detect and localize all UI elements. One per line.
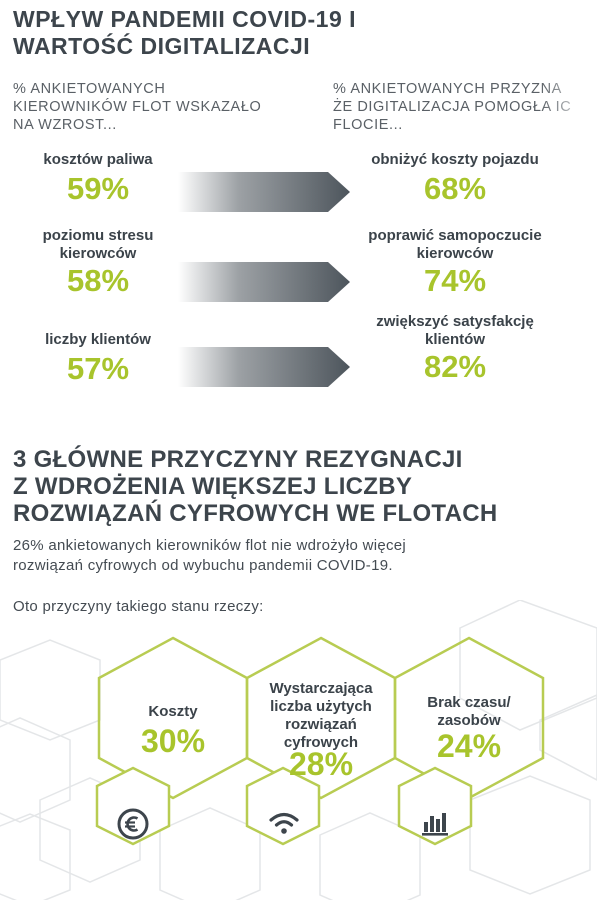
- caption-right-line: FLOCIE...: [333, 116, 571, 134]
- section2-title: 3 GŁÓWNE PRZYCZYNY REZYGNACJI Z WDROŻENI…: [13, 446, 498, 527]
- caption-left: % ANKIETOWANYCH KIEROWNIKÓW FLOT WSKAZAŁ…: [13, 80, 261, 134]
- row1-left-label: kosztów paliwa: [22, 151, 174, 169]
- row2-left-label: poziomu stresu kierowców: [22, 227, 174, 263]
- row3-right-value: 82%: [344, 350, 566, 384]
- reason3-label: Brak czasu/ zasobów: [398, 694, 540, 730]
- reason1-value: 30%: [102, 724, 244, 758]
- row2-left-label-line: poziomu stresu: [22, 227, 174, 245]
- row1-right-label-line: obniżyć koszty pojazdu: [344, 151, 566, 169]
- caption-left-line: % ANKIETOWANYCH: [13, 80, 261, 98]
- bar-chart-icon: [419, 806, 451, 838]
- euro-icon: [115, 806, 151, 842]
- reason2-label-line: Wystarczająca: [250, 680, 392, 698]
- row2-left-label-line: kierowców: [22, 245, 174, 263]
- row3-right-label-line: zwiększyć satysfakcję: [344, 313, 566, 331]
- reason3-value: 24%: [398, 729, 540, 763]
- row2-right-label-line: kierowców: [344, 245, 566, 263]
- caption-right: % ANKIETOWANYCH PRZYZNA ŻE DIGITALIZACJA…: [333, 80, 571, 134]
- section2-title-line3: ROZWIĄZAŃ CYFROWYCH WE FLOTACH: [13, 500, 498, 527]
- row1-left-value: 59%: [22, 172, 174, 206]
- section2-paragraph-line: rozwiązań cyfrowych od wybuchu pandemii …: [13, 556, 406, 576]
- caption-left-line: NA WZROST...: [13, 116, 261, 134]
- row3-right-label: zwiększyć satysfakcję klientów: [344, 313, 566, 349]
- row1-right-label: obniżyć koszty pojazdu: [344, 151, 566, 169]
- row1-left-label-line: kosztów paliwa: [22, 151, 174, 169]
- row2-right-label: poprawić samopoczucie kierowców: [344, 227, 566, 263]
- section1-title: WPŁYW PANDEMII COVID-19 I WARTOŚĆ DIGITA…: [13, 6, 356, 60]
- caption-fade: [540, 78, 597, 138]
- row3-right-label-line: klientów: [344, 331, 566, 349]
- section2-paragraph-line: 26% ankietowanych kierowników flot nie w…: [13, 536, 406, 556]
- section1-title-line2: WARTOŚĆ DIGITALIZACJI: [13, 33, 356, 60]
- section2-title-line2: Z WDROŻENIA WIĘKSZEJ LICZBY: [13, 473, 498, 500]
- section1-title-line1: WPŁYW PANDEMII COVID-19 I: [13, 6, 356, 33]
- reason2-label-line: rozwiązań: [250, 716, 392, 734]
- reason2-label-line: liczba użytych: [250, 698, 392, 716]
- row2-left-value: 58%: [22, 264, 174, 298]
- wifi-icon: [266, 808, 302, 838]
- reason3-label-line: Brak czasu/: [398, 694, 540, 712]
- row3-left-value: 57%: [22, 352, 174, 386]
- reason2-label: Wystarczająca liczba użytych rozwiązań c…: [250, 680, 392, 752]
- section2-paragraph: 26% ankietowanych kierowników flot nie w…: [13, 536, 406, 576]
- arrow-right-icon: [178, 166, 354, 218]
- row2-right-label-line: poprawić samopoczucie: [344, 227, 566, 245]
- row1-right-value: 68%: [344, 172, 566, 206]
- row3-left-label: liczby klientów: [22, 331, 174, 349]
- reason2-value: 28%: [250, 747, 392, 781]
- reason1-label: Koszty: [102, 703, 244, 721]
- arrow-right-icon: [178, 341, 354, 393]
- row2-right-value: 74%: [344, 264, 566, 298]
- row3-left-label-line: liczby klientów: [22, 331, 174, 349]
- reason1-label-line: Koszty: [102, 703, 244, 721]
- section2-title-line1: 3 GŁÓWNE PRZYCZYNY REZYGNACJI: [13, 446, 498, 473]
- caption-right-line: % ANKIETOWANYCH PRZYZNA: [333, 80, 571, 98]
- caption-left-line: KIEROWNIKÓW FLOT WSKAZAŁO: [13, 98, 261, 116]
- arrow-right-icon: [178, 256, 354, 308]
- caption-right-line: ŻE DIGITALIZACJA POMOGŁA IC: [333, 98, 571, 116]
